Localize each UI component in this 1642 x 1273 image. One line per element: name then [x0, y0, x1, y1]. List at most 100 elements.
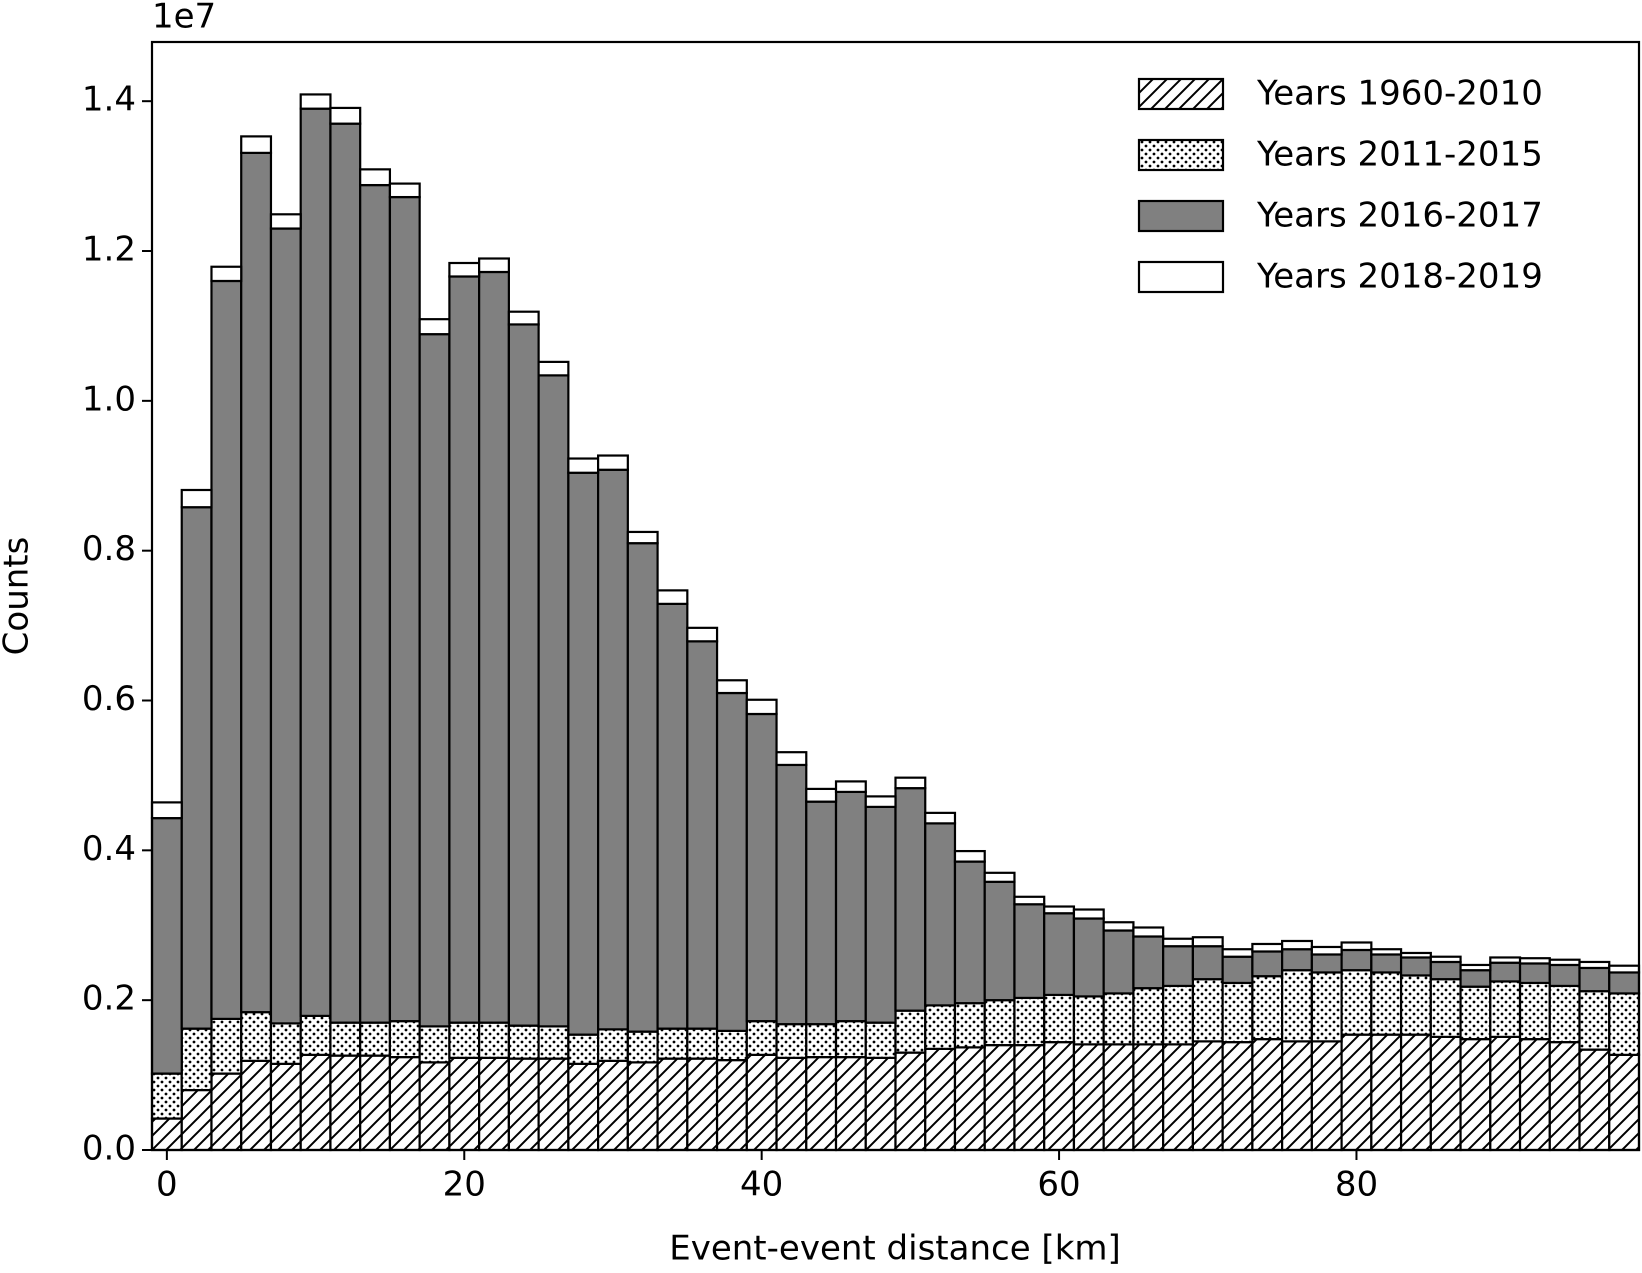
bar	[567, 1033, 600, 1065]
legend-label: Years 2018-2019	[1256, 257, 1543, 297]
bar	[1578, 966, 1611, 993]
bar	[537, 1057, 570, 1152]
bar	[478, 1021, 510, 1059]
bar	[1102, 1043, 1135, 1152]
bar	[1370, 953, 1403, 974]
bar	[745, 712, 778, 1023]
bar	[894, 1051, 927, 1152]
bar	[1251, 975, 1284, 1041]
bar	[596, 1059, 629, 1152]
bar	[1281, 1040, 1313, 1152]
bar	[864, 1056, 897, 1152]
bar	[418, 1061, 451, 1152]
bar	[983, 871, 1016, 883]
bar	[1310, 953, 1343, 974]
bar	[1578, 960, 1611, 970]
y-tick-label: 0.2	[82, 979, 136, 1019]
bar	[894, 776, 927, 790]
bar	[1162, 1043, 1195, 1152]
bar	[210, 265, 243, 283]
bar	[1072, 1043, 1105, 1152]
bar	[953, 1046, 986, 1152]
bar	[953, 849, 986, 863]
x-axis-label: Event-event distance [km]	[669, 1229, 1121, 1269]
bar	[359, 183, 392, 1024]
bar	[448, 1021, 481, 1059]
bar	[418, 318, 451, 336]
bar	[1102, 921, 1135, 932]
bar	[1132, 1043, 1165, 1152]
bar	[1459, 985, 1492, 1041]
bar	[656, 602, 689, 1030]
bar	[567, 457, 600, 474]
bar	[388, 182, 421, 199]
bar	[1191, 936, 1224, 948]
x-tick-label: 20	[443, 1165, 486, 1205]
bar	[626, 530, 659, 545]
y-axis-label: Counts	[0, 537, 37, 656]
bar	[596, 454, 629, 471]
y-tick-label: 0.8	[82, 529, 136, 569]
bar	[775, 1056, 808, 1152]
bar	[478, 270, 510, 1024]
bar	[329, 1021, 362, 1057]
bar	[1608, 971, 1641, 995]
bar	[1429, 1035, 1462, 1152]
x-tick-label: 80	[1335, 1165, 1378, 1205]
bar	[745, 1020, 778, 1056]
bar	[805, 1056, 838, 1152]
bar	[1102, 929, 1135, 995]
bar	[1489, 956, 1522, 964]
legend-label: Years 2011-2015	[1256, 135, 1543, 175]
bar	[805, 787, 838, 803]
x-tick-label: 0	[156, 1165, 178, 1205]
bar	[1429, 978, 1462, 1038]
bar	[537, 1025, 570, 1060]
y-tick-label: 1.2	[82, 230, 136, 270]
bar	[240, 135, 273, 154]
bar	[1251, 942, 1284, 953]
bar	[1489, 980, 1522, 1038]
bar	[626, 542, 659, 1033]
legend-swatch	[1137, 138, 1225, 172]
bar	[953, 860, 986, 1005]
bar	[210, 1017, 243, 1075]
bar	[1310, 1040, 1343, 1152]
bar	[1370, 1033, 1403, 1152]
bar	[894, 787, 927, 1012]
bar	[596, 468, 629, 1031]
bar	[1459, 969, 1492, 988]
bar	[478, 1056, 510, 1152]
bar	[775, 751, 808, 767]
bar	[1548, 963, 1581, 988]
bar	[626, 1030, 659, 1064]
bar	[686, 1057, 719, 1152]
bar	[983, 999, 1016, 1047]
bar	[1608, 992, 1641, 1056]
bar	[388, 1020, 421, 1059]
bar	[1043, 912, 1076, 997]
bar	[180, 488, 213, 509]
bar	[983, 1044, 1016, 1152]
bar	[775, 763, 808, 1026]
bar	[626, 1061, 659, 1152]
x-tick-label: 40	[740, 1165, 783, 1205]
bar	[329, 1054, 362, 1152]
bar	[805, 1023, 838, 1059]
offset-label: 1e7	[152, 0, 216, 37]
bar	[240, 151, 273, 1014]
bar	[1102, 992, 1135, 1046]
bar	[448, 275, 481, 1024]
bar	[1578, 990, 1611, 1051]
bar	[150, 1072, 183, 1120]
bar	[1191, 978, 1224, 1043]
bar	[507, 323, 540, 1027]
bar	[299, 93, 332, 110]
bar	[1608, 1053, 1641, 1152]
bar	[864, 795, 897, 808]
bar	[1548, 1041, 1581, 1152]
legend-label: Years 1960-2010	[1256, 74, 1543, 114]
bar	[507, 310, 540, 326]
